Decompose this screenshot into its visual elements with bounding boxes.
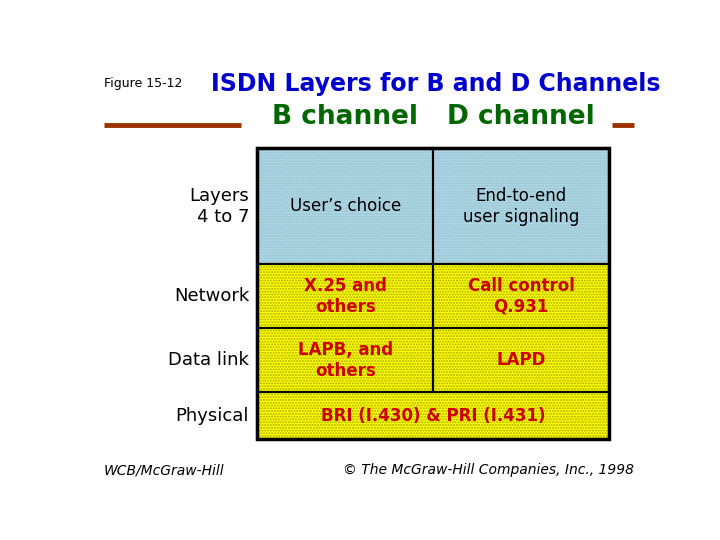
Bar [258,265,433,328]
Bar [433,148,609,265]
Text: LAPD: LAPD [496,352,546,369]
Bar [258,393,609,439]
Bar [258,328,433,393]
Bar [258,328,433,393]
Text: ISDN Layers for B and D Channels: ISDN Layers for B and D Channels [211,71,661,96]
Bar [258,393,609,439]
Text: © The McGraw-Hill Companies, Inc., 1998: © The McGraw-Hill Companies, Inc., 1998 [343,463,634,477]
Bar [258,148,609,439]
Bar [433,265,609,328]
Text: X.25 and
others: X.25 and others [304,277,387,316]
Bar [258,148,433,265]
Text: D channel: D channel [447,104,595,130]
Text: Network: Network [174,287,249,306]
Text: End-to-end
user signaling: End-to-end user signaling [463,187,580,226]
Text: WCB/McGraw-Hill: WCB/McGraw-Hill [104,463,225,477]
Text: Data link: Data link [168,352,249,369]
Text: Call control
Q.931: Call control Q.931 [467,277,575,316]
Text: BRI (I.430) & PRI (I.431): BRI (I.430) & PRI (I.431) [321,407,546,425]
Text: Figure 15-12: Figure 15-12 [104,77,182,90]
Bar [433,148,609,265]
Text: User’s choice: User’s choice [289,197,401,215]
Bar [433,265,609,328]
Text: LAPB, and
others: LAPB, and others [298,341,393,380]
Bar [258,148,433,265]
Bar [433,328,609,393]
Text: Physical: Physical [176,407,249,425]
Bar [258,265,433,328]
Text: B channel: B channel [272,104,418,130]
Bar [433,328,609,393]
Text: Layers
4 to 7: Layers 4 to 7 [189,187,249,226]
